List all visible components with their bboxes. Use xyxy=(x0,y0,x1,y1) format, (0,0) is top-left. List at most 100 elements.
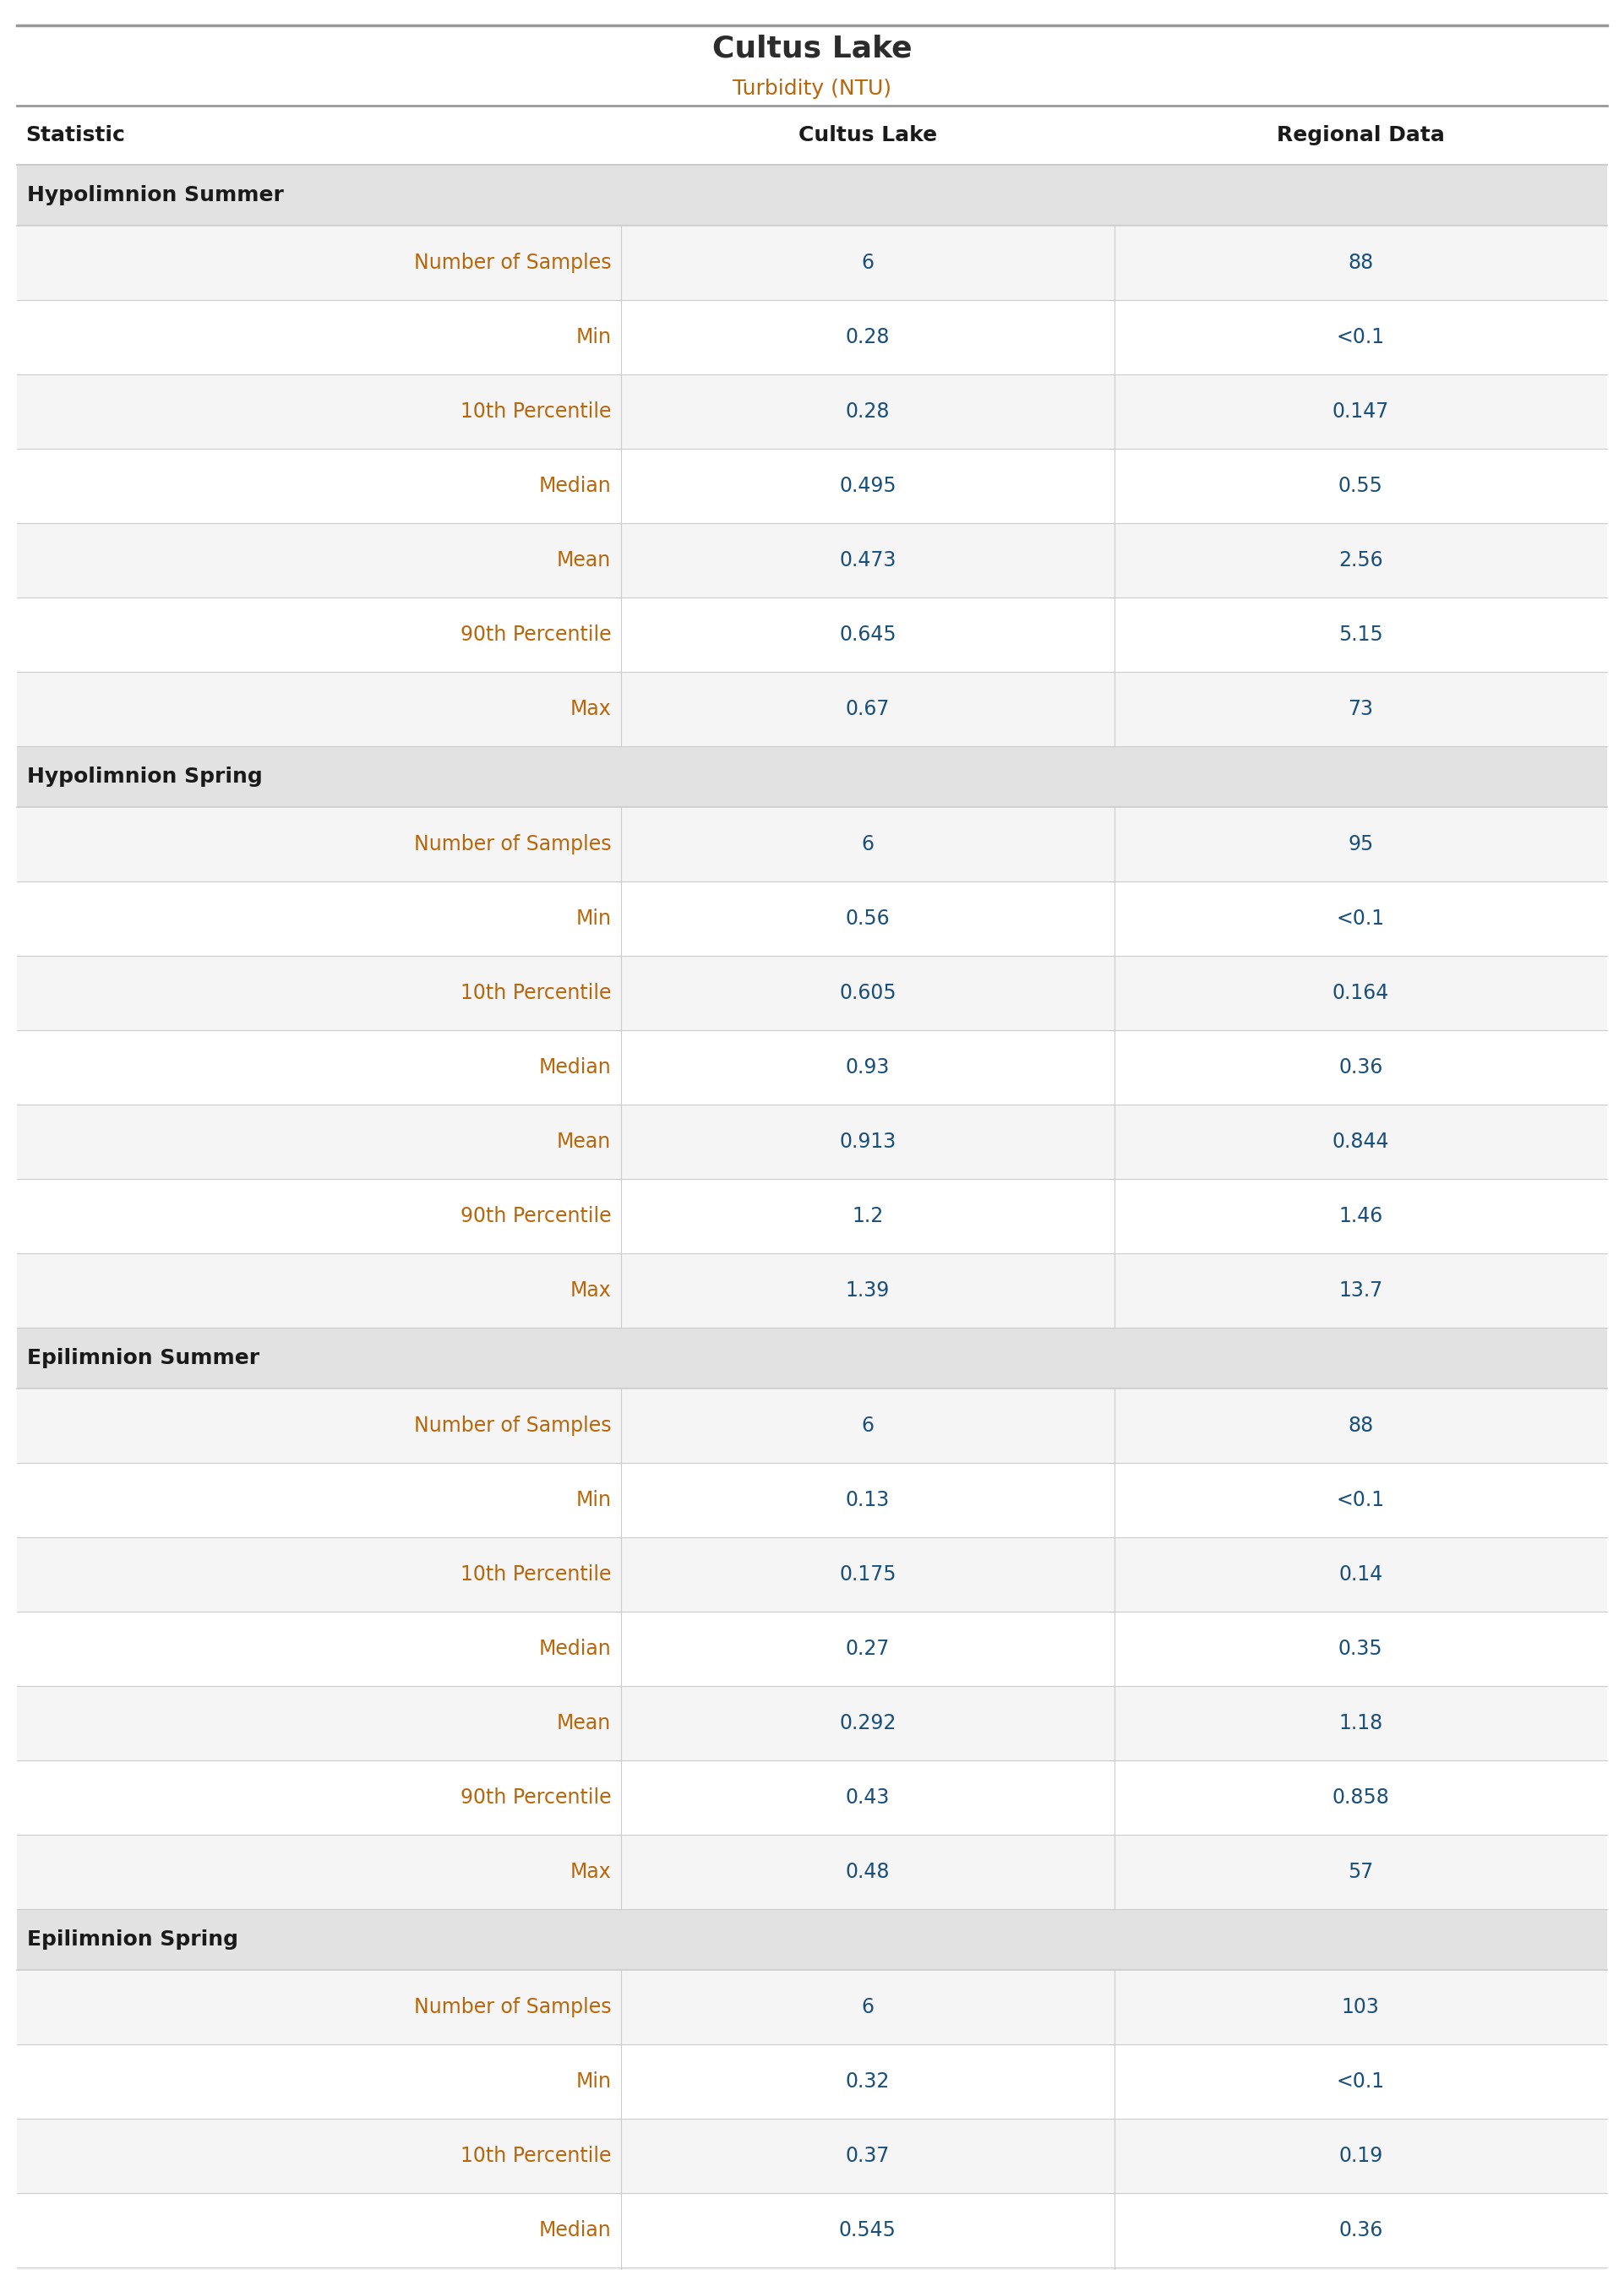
Text: Mean: Mean xyxy=(557,1133,611,1151)
Text: Turbidity (NTU): Turbidity (NTU) xyxy=(732,79,892,100)
Text: Max: Max xyxy=(570,1280,611,1301)
Bar xyxy=(16,300,1608,375)
Text: 0.55: 0.55 xyxy=(1338,477,1384,497)
Text: 0.13: 0.13 xyxy=(846,1489,890,1510)
Text: 0.48: 0.48 xyxy=(846,1861,890,1882)
Bar xyxy=(16,107,1608,166)
Text: 1.39: 1.39 xyxy=(846,1280,890,1301)
Text: 0.147: 0.147 xyxy=(1332,402,1389,422)
Text: 0.495: 0.495 xyxy=(840,477,896,497)
Text: Median: Median xyxy=(539,1639,611,1659)
Text: Min: Min xyxy=(575,327,611,347)
Text: 6: 6 xyxy=(861,252,874,272)
Bar xyxy=(16,522,1608,597)
Text: <0.1: <0.1 xyxy=(1337,908,1385,928)
Text: Min: Min xyxy=(575,1489,611,1510)
Bar xyxy=(16,2118,1608,2193)
Text: 0.28: 0.28 xyxy=(846,402,890,422)
Text: 95: 95 xyxy=(1348,833,1374,854)
Text: 88: 88 xyxy=(1348,1416,1374,1437)
Text: 0.27: 0.27 xyxy=(846,1639,890,1659)
Text: <0.1: <0.1 xyxy=(1337,1489,1385,1510)
Bar xyxy=(16,375,1608,449)
Text: 1.18: 1.18 xyxy=(1338,1714,1382,1734)
Bar xyxy=(16,225,1608,300)
Text: 0.37: 0.37 xyxy=(846,2145,890,2166)
Bar xyxy=(16,449,1608,522)
Bar xyxy=(16,1462,1608,1537)
Bar xyxy=(16,956,1608,1031)
Text: 0.858: 0.858 xyxy=(1332,1786,1389,1807)
Bar xyxy=(16,2045,1608,2118)
Text: 0.473: 0.473 xyxy=(840,549,896,570)
Bar xyxy=(16,1178,1608,1253)
Bar xyxy=(16,1253,1608,1328)
Bar xyxy=(16,1031,1608,1105)
Text: 90th Percentile: 90th Percentile xyxy=(460,1786,611,1807)
Text: 0.32: 0.32 xyxy=(846,2073,890,2091)
Text: Max: Max xyxy=(570,1861,611,1882)
Text: 0.19: 0.19 xyxy=(1338,2145,1382,2166)
Text: 0.28: 0.28 xyxy=(846,327,890,347)
Text: 0.56: 0.56 xyxy=(846,908,890,928)
Bar xyxy=(16,166,1608,225)
Text: 0.645: 0.645 xyxy=(840,624,896,645)
Text: 90th Percentile: 90th Percentile xyxy=(460,1205,611,1226)
Text: Hypolimnion Spring: Hypolimnion Spring xyxy=(28,767,263,788)
Text: 1.2: 1.2 xyxy=(853,1205,883,1226)
Bar xyxy=(16,672,1608,747)
Text: 2.56: 2.56 xyxy=(1338,549,1384,570)
Bar xyxy=(16,747,1608,808)
Text: 10th Percentile: 10th Percentile xyxy=(460,1564,611,1584)
Text: Statistic: Statistic xyxy=(26,125,125,145)
Text: Number of Samples: Number of Samples xyxy=(414,1998,611,2018)
Text: 0.175: 0.175 xyxy=(840,1564,896,1584)
Bar xyxy=(16,597,1608,672)
Bar xyxy=(16,1909,1608,1970)
Text: 5.15: 5.15 xyxy=(1338,624,1384,645)
Text: 0.545: 0.545 xyxy=(840,2220,896,2240)
Text: 0.605: 0.605 xyxy=(840,983,896,1003)
Text: 0.292: 0.292 xyxy=(840,1714,896,1734)
Text: Median: Median xyxy=(539,1058,611,1078)
Bar xyxy=(16,881,1608,956)
Text: Mean: Mean xyxy=(557,1714,611,1734)
Text: 0.67: 0.67 xyxy=(846,699,890,720)
Bar xyxy=(16,1687,1608,1762)
Bar xyxy=(16,1389,1608,1462)
Text: 10th Percentile: 10th Percentile xyxy=(460,983,611,1003)
Text: Hypolimnion Summer: Hypolimnion Summer xyxy=(28,186,284,204)
Text: Mean: Mean xyxy=(557,549,611,570)
Bar xyxy=(16,808,1608,881)
Text: 0.93: 0.93 xyxy=(846,1058,890,1078)
Text: 73: 73 xyxy=(1348,699,1374,720)
Text: 90th Percentile: 90th Percentile xyxy=(460,624,611,645)
Text: Cultus Lake: Cultus Lake xyxy=(711,34,913,64)
Text: 6: 6 xyxy=(861,1416,874,1437)
Text: 1.46: 1.46 xyxy=(1338,1205,1382,1226)
Bar xyxy=(16,1762,1608,1834)
Text: Number of Samples: Number of Samples xyxy=(414,833,611,854)
Bar xyxy=(16,1328,1608,1389)
Bar xyxy=(16,2193,1608,2268)
Text: 0.36: 0.36 xyxy=(1338,2220,1382,2240)
Text: 0.164: 0.164 xyxy=(1332,983,1389,1003)
Text: 103: 103 xyxy=(1341,1998,1379,2018)
Text: Median: Median xyxy=(539,2220,611,2240)
Bar xyxy=(16,1970,1608,2045)
Text: Number of Samples: Number of Samples xyxy=(414,252,611,272)
Text: Min: Min xyxy=(575,2073,611,2091)
Text: 10th Percentile: 10th Percentile xyxy=(460,402,611,422)
Text: 0.43: 0.43 xyxy=(846,1786,890,1807)
Text: Max: Max xyxy=(570,699,611,720)
Text: 88: 88 xyxy=(1348,252,1374,272)
Text: 0.35: 0.35 xyxy=(1338,1639,1384,1659)
Text: 0.913: 0.913 xyxy=(840,1133,896,1151)
Text: <0.1: <0.1 xyxy=(1337,327,1385,347)
Bar xyxy=(16,1105,1608,1178)
Text: 0.844: 0.844 xyxy=(1332,1133,1389,1151)
Text: 57: 57 xyxy=(1348,1861,1374,1882)
Text: 6: 6 xyxy=(861,1998,874,2018)
Bar xyxy=(16,1537,1608,1612)
Text: 6: 6 xyxy=(861,833,874,854)
